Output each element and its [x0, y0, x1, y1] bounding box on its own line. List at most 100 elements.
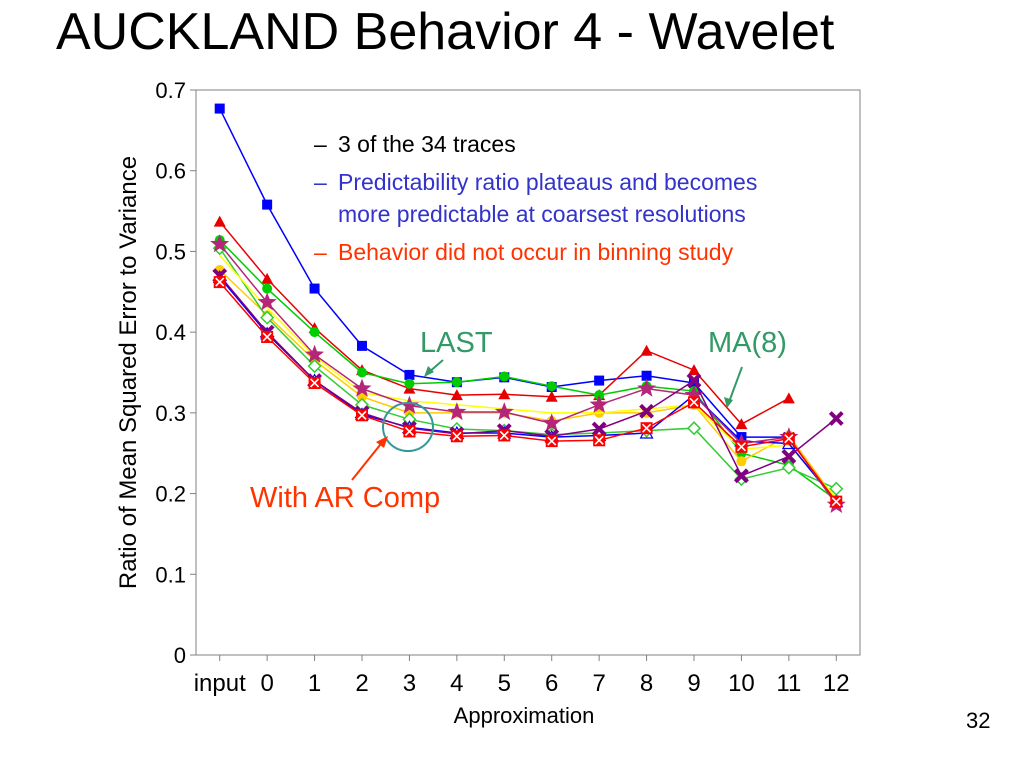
ar-comp-arrowhead — [376, 436, 388, 448]
bullet-dash: – — [314, 239, 327, 265]
x-stroke — [784, 434, 794, 444]
x-tick-label: 1 — [308, 670, 321, 697]
data-point — [352, 378, 372, 397]
x-tick-label: 11 — [776, 670, 801, 697]
data-point — [589, 394, 609, 413]
x-stroke — [547, 436, 557, 446]
data-point — [593, 434, 606, 447]
y-axis-label: Ratio of Mean Squared Error to Variance — [115, 156, 142, 589]
data-point — [309, 283, 320, 294]
y-tick-label: 0.5 — [155, 239, 186, 264]
data-point — [404, 378, 415, 389]
data-point — [356, 409, 368, 422]
data-point — [214, 103, 225, 114]
data-point — [499, 371, 510, 382]
y-tick-label: 0.4 — [155, 320, 186, 345]
series-9 — [213, 276, 843, 508]
data-point — [545, 435, 558, 448]
data-point — [545, 390, 558, 402]
slide-title: AUCKLAND Behavior 4 - Wavelet — [56, 3, 835, 61]
x-tick-label: 2 — [355, 670, 368, 697]
data-point — [447, 402, 467, 421]
bullet-line: 3 of the 34 traces — [338, 131, 516, 157]
data-point — [735, 440, 748, 453]
data-point — [404, 369, 415, 380]
data-point — [403, 425, 416, 438]
x-axis-label: Approximation — [454, 703, 595, 728]
x-tick-label: 4 — [450, 670, 463, 697]
series-line — [219, 275, 837, 477]
ma8-arrow — [728, 366, 743, 403]
data-point — [781, 449, 797, 464]
y-tick-label: 0.2 — [155, 482, 186, 507]
data-point — [305, 344, 325, 363]
series-line — [219, 239, 837, 501]
data-point — [686, 373, 702, 388]
data-point — [261, 330, 274, 343]
x-tick-label: 0 — [260, 670, 273, 697]
series-line — [219, 254, 837, 499]
ar-comp-arrow — [351, 439, 385, 481]
data-point — [637, 378, 657, 397]
x-tick-label: 7 — [592, 670, 605, 697]
data-point — [736, 456, 747, 467]
data-point — [546, 381, 557, 392]
data-point — [308, 376, 321, 389]
x-stroke — [828, 411, 844, 426]
x-tick-label: 6 — [545, 670, 558, 697]
x-tick-label: 8 — [640, 670, 653, 697]
data-point — [213, 276, 226, 289]
x-stroke — [591, 421, 607, 437]
series-line — [219, 269, 837, 501]
data-point — [591, 421, 607, 437]
bullet-dash: – — [314, 169, 327, 195]
data-point — [262, 283, 273, 294]
data-point — [686, 421, 702, 436]
data-point — [450, 389, 463, 401]
series-line — [219, 247, 837, 490]
data-point — [781, 460, 796, 475]
data-point — [688, 396, 700, 409]
x-stroke — [357, 410, 367, 420]
x-stroke — [736, 442, 746, 452]
y-tick-label: 0.7 — [155, 78, 186, 103]
y-axis: 0 0.1 0.2 0.3 0.4 0.5 0.6 0.7 Ratio of Mean Squa… — [115, 78, 196, 668]
data-point — [260, 310, 275, 325]
bullet-list: – 3 of the 34 traces – Predictability ra… — [314, 128, 757, 268]
annotation-last: LAST — [420, 327, 493, 359]
data-point — [782, 392, 795, 404]
x-stroke — [310, 378, 320, 388]
annotation-ar-comp: With AR Comp — [250, 482, 441, 514]
data-point — [782, 432, 795, 445]
x-stroke — [215, 277, 225, 287]
bullet-item: – 3 of the 34 traces — [314, 128, 757, 160]
x-tick-label: input — [194, 670, 246, 697]
data-point — [257, 292, 277, 311]
data-point — [262, 199, 273, 210]
x-stroke — [831, 497, 841, 507]
ma8-arrowhead — [724, 397, 733, 408]
x-stroke — [452, 431, 462, 441]
bullet-line: Predictability ratio plateaus and become… — [338, 169, 758, 195]
data-point — [641, 370, 652, 381]
x-tick-label: 5 — [498, 670, 511, 697]
series-layer — [210, 103, 846, 513]
ar-comp-circle — [382, 402, 434, 452]
x-stroke — [594, 435, 604, 445]
series-line — [219, 281, 837, 503]
data-point — [688, 364, 700, 376]
data-point — [451, 377, 462, 388]
series-2 — [214, 235, 842, 506]
x-stroke — [404, 426, 414, 436]
data-point — [213, 215, 226, 227]
x-tick-label: 9 — [687, 670, 700, 697]
data-point — [684, 385, 704, 404]
data-point — [450, 430, 463, 443]
x-stroke — [689, 397, 699, 407]
data-point — [498, 429, 511, 442]
bullet-line: Behavior did not occur in binning study — [338, 239, 734, 265]
x-stroke — [781, 449, 797, 464]
data-point — [402, 412, 417, 427]
